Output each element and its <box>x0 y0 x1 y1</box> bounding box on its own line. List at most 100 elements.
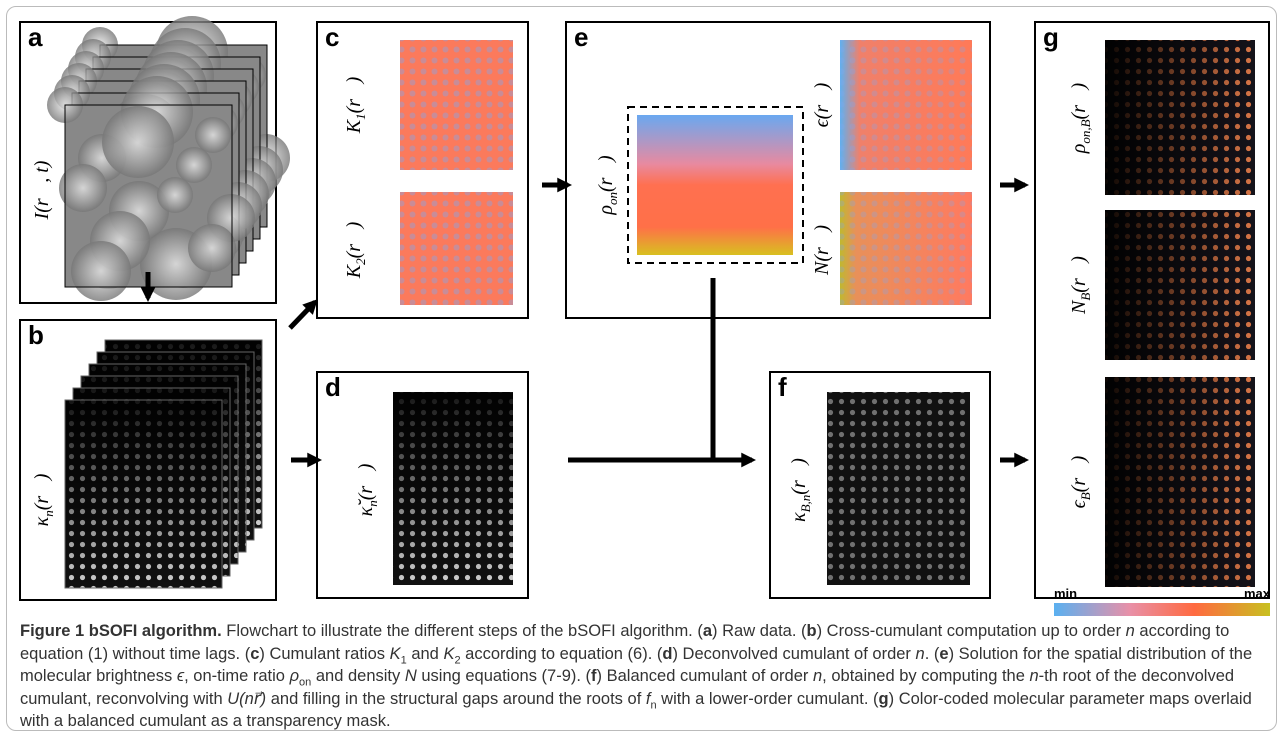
image-fade <box>1105 210 1255 360</box>
image-fade <box>393 392 513 585</box>
caption-segment: ) Raw data. ( <box>712 622 806 640</box>
caption-segment: on <box>299 676 311 688</box>
math-symbol: κ <box>31 516 53 526</box>
caption-segment: ) Deconvolved cumulant of order <box>672 645 915 663</box>
caption-segment: K <box>390 645 401 663</box>
arrow-head <box>1014 178 1029 193</box>
caption-segment: a <box>703 622 712 640</box>
caption-segment: Figure 1 bSOFI algorithm. <box>20 622 222 640</box>
panel-letter: f <box>778 372 787 402</box>
math-label: ϵ(r⃗) <box>811 82 833 127</box>
arrow-head <box>741 453 756 468</box>
arrow-head <box>557 178 572 193</box>
arrow-head <box>141 287 156 302</box>
caption-segment: ) Cumulant ratios <box>259 645 389 663</box>
math-argument: (r⃗, t) <box>31 160 53 213</box>
math-label: ρon,B(r⃗) <box>1068 82 1093 154</box>
math-symbol: ρ <box>1068 144 1090 155</box>
caption-segment: n <box>1126 622 1135 640</box>
math-argument: (r⃗) <box>343 221 365 258</box>
math-argument: (r⃗) <box>1068 256 1090 293</box>
panel-letter: c <box>325 22 339 52</box>
image-blob <box>71 241 131 301</box>
caption-segment: e <box>939 645 948 663</box>
caption-segment: and density <box>311 667 405 685</box>
image-fade <box>400 40 513 170</box>
panels: abcdefgI(r⃗, t)κn(r⃗)K1(r⃗)K2(r⃗)κ̆n(r⃗)… <box>20 16 1271 616</box>
caption: Figure 1 bSOFI algorithm. Flowchart to i… <box>20 620 1265 733</box>
caption-segment: K <box>443 645 454 663</box>
caption-segment: with a lower-order cumulant. ( <box>657 690 879 708</box>
caption-segment: according to equation (6). ( <box>461 645 663 663</box>
caption-segment: , obtained by computing the <box>822 667 1029 685</box>
caption-segment: n <box>813 667 822 685</box>
caption-segment: U(nr⃗) <box>227 690 266 708</box>
math-label: κB,n(r⃗) <box>788 458 813 522</box>
image-fade <box>1105 40 1255 195</box>
math-label: ϵB(r⃗) <box>1068 455 1093 508</box>
math-argument: (r⃗) <box>343 76 365 113</box>
math-label: κn(r⃗) <box>31 473 56 526</box>
caption-segment: g <box>879 690 889 708</box>
image <box>637 115 793 255</box>
panel-letter: e <box>574 22 588 52</box>
math-argument: (r⃗) <box>788 458 810 495</box>
caption-segment: b <box>807 622 817 640</box>
math-argument: (r⃗) <box>31 473 53 510</box>
caption-segment: , on-time ratio <box>184 667 289 685</box>
caption-segment: d <box>662 645 672 663</box>
image-blob <box>157 177 193 213</box>
arrow-head <box>307 453 322 468</box>
math-subscript: on,B <box>1078 119 1093 143</box>
math-label: K1(r⃗) <box>343 76 368 134</box>
math-subscript: B <box>1078 293 1093 301</box>
math-argument: (r⃗) <box>355 463 377 500</box>
image-fade <box>1105 377 1255 587</box>
math-label: NB(r⃗) <box>1068 256 1093 315</box>
caption-segment: . ( <box>925 645 940 663</box>
math-argument: (r⃗) <box>1068 455 1090 492</box>
image-blob <box>195 117 231 153</box>
image-dots <box>840 40 972 170</box>
math-symbol: ρ <box>595 205 617 216</box>
math-symbol: κ <box>788 512 810 522</box>
colorbar <box>1054 603 1270 616</box>
caption-segment: using equations (7-9). ( <box>417 667 591 685</box>
panel-letter: g <box>1043 22 1059 52</box>
caption-segment: ρ <box>290 667 299 685</box>
caption-segment: N <box>405 667 417 685</box>
image-blob <box>176 147 212 183</box>
math-label: κ̆n(r⃗) <box>355 463 380 516</box>
image-blob <box>102 106 174 178</box>
math-argument: (r⃗) <box>1068 82 1090 119</box>
caption-segment: n <box>1029 667 1038 685</box>
math-argument: (r⃗) <box>811 82 833 119</box>
panel-letter: d <box>325 372 341 402</box>
image-dots <box>840 192 972 305</box>
caption-segment: ) Balanced cumulant of order <box>597 667 813 685</box>
math-label: K2(r⃗) <box>343 221 368 279</box>
caption-segment: Flowchart to illustrate the different st… <box>222 622 703 640</box>
math-label: I(r⃗, t) <box>31 160 53 220</box>
colorbar-max: max <box>1244 586 1271 601</box>
image-blob <box>59 164 107 212</box>
caption-segment: and filling in the structural gaps aroun… <box>266 690 646 708</box>
caption-segment: and <box>407 645 444 663</box>
image-fade <box>400 192 513 305</box>
math-subscript: B,n <box>798 495 813 513</box>
math-argument: (r⃗) <box>811 225 833 262</box>
caption-segment: ) Cross-cumulant computation up to order <box>817 622 1126 640</box>
image-dots <box>827 392 970 585</box>
math-argument: (r⃗) <box>595 155 617 192</box>
image-blob <box>188 224 236 272</box>
figure: abcdefgI(r⃗, t)κn(r⃗)K1(r⃗)K2(r⃗)κ̆n(r⃗)… <box>0 0 1285 620</box>
math-label: ρon(r⃗) <box>595 155 620 216</box>
colorbar-min: min <box>1054 586 1077 601</box>
image-fade <box>65 400 222 588</box>
arrow-head <box>1014 453 1029 468</box>
caption-segment: c <box>250 645 259 663</box>
math-label: N(r⃗) <box>811 225 833 276</box>
panel-letter: a <box>28 22 43 52</box>
caption-segment: n <box>916 645 925 663</box>
math-subscript: B <box>1078 492 1093 500</box>
